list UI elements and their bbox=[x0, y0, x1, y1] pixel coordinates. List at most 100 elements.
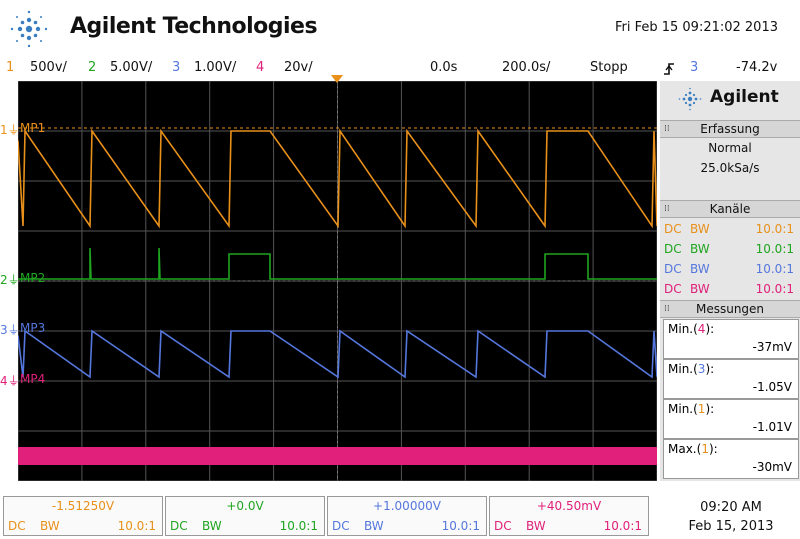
channel-2-probe: 10.0:1 bbox=[755, 242, 794, 256]
clock-time: 09:20 AM bbox=[700, 500, 762, 515]
ch1-label-mp1: MP1 bbox=[20, 121, 46, 135]
measurement-2-label: Min. bbox=[668, 362, 694, 376]
ch3-ground-marker[interactable]: 3⏚ bbox=[0, 323, 20, 337]
agilent-panel-logo-icon bbox=[678, 87, 702, 111]
ch3-coupling: DC bbox=[332, 519, 350, 533]
channel-offset-footer: -1.51250V DC BW 10.0:1 +0.0V DC BW 10.0:… bbox=[0, 490, 800, 539]
ch3-scale[interactable]: 1.00V/ bbox=[194, 60, 237, 75]
ch1-coupling: DC bbox=[8, 519, 26, 533]
ch1-bw: BW bbox=[40, 519, 60, 533]
measurement-3-channel: 1 bbox=[697, 402, 706, 416]
ch3-offset-softkey[interactable]: +1.00000V DC BW 10.0:1 bbox=[327, 496, 487, 536]
measurement-3[interactable]: Min.(1): -1.01V bbox=[663, 399, 799, 439]
channel-4-probe: 10.0:1 bbox=[755, 282, 794, 296]
measurement-2-value: -1.05V bbox=[752, 380, 792, 394]
channel-3-coupling: DC bbox=[664, 262, 682, 276]
ch4-offset: +40.50mV bbox=[536, 499, 602, 513]
trigger-channel[interactable]: 3 bbox=[690, 60, 699, 75]
ch4-probe: 10.0:1 bbox=[603, 519, 642, 533]
measurement-3-value: -1.01V bbox=[752, 420, 792, 434]
channel-1-probe: 10.0:1 bbox=[755, 222, 794, 236]
ch4-scale[interactable]: 20v/ bbox=[284, 60, 313, 75]
ch1-ground-marker[interactable]: 1⏚ bbox=[0, 123, 20, 137]
ch2-probe: 10.0:1 bbox=[279, 519, 318, 533]
ch4-bw: BW bbox=[526, 519, 546, 533]
acquisition-mode: Normal bbox=[708, 141, 752, 155]
ch1-offset-softkey[interactable]: -1.51250V DC BW 10.0:1 bbox=[3, 496, 163, 536]
channel-row-3: DC BW 10.0:1 bbox=[660, 260, 800, 280]
ch2-offset: +0.0V bbox=[226, 499, 264, 513]
channel-3-probe: 10.0:1 bbox=[755, 262, 794, 276]
ch1-trace bbox=[17, 128, 658, 229]
ch2-scale[interactable]: 5.00V/ bbox=[110, 60, 153, 75]
ch3-offset: +1.00000V bbox=[373, 499, 441, 513]
sample-rate: 25.0kSa/s bbox=[700, 161, 760, 175]
timebase-scale[interactable]: 200.0s/ bbox=[502, 60, 551, 75]
ch1-probe: 10.0:1 bbox=[117, 519, 156, 533]
ch2-coupling: DC bbox=[170, 519, 188, 533]
channel-1-bw: BW bbox=[690, 222, 710, 236]
side-panel: Agilent ⁞⁞ Erfassung Normal 25.0kSa/s ⁞⁞ K… bbox=[660, 81, 800, 481]
ch4-trace bbox=[18, 447, 657, 465]
ch2-number[interactable]: 2 bbox=[88, 60, 97, 75]
waveform-canvas bbox=[17, 80, 658, 482]
ch1-scale[interactable]: 500v/ bbox=[30, 60, 67, 75]
ch4-ground-marker[interactable]: 4⏚ bbox=[0, 374, 20, 388]
waveform-display[interactable]: 1⏚ MP1 2⏚ MP2 3⏚ MP3 4⏚ MP4 bbox=[0, 75, 658, 482]
brand-name: Agilent Technologies bbox=[70, 14, 318, 39]
measurement-4-channel: 1 bbox=[701, 442, 709, 456]
grip-icon: ⁞⁞ bbox=[664, 304, 670, 314]
ch3-label-mp3: MP3 bbox=[20, 321, 46, 335]
measurement-1[interactable]: Min.(4): -37mV bbox=[663, 319, 799, 359]
channel-1-coupling: DC bbox=[664, 222, 682, 236]
horizontal-delay[interactable]: 0.0s bbox=[430, 60, 458, 75]
ch3-number[interactable]: 3 bbox=[172, 60, 181, 75]
trigger-position-marker bbox=[331, 75, 343, 83]
channel-4-coupling: DC bbox=[664, 282, 682, 296]
measurement-4-label: Max. bbox=[668, 442, 697, 456]
ch3-trace bbox=[17, 329, 658, 379]
ch3-bw: BW bbox=[364, 519, 384, 533]
ch1-offset: -1.51250V bbox=[51, 499, 115, 513]
grip-icon: ⁞⁞ bbox=[664, 124, 670, 134]
ch2-offset-softkey[interactable]: +0.0V DC BW 10.0:1 bbox=[165, 496, 325, 536]
measurement-1-channel: 4 bbox=[697, 322, 706, 336]
graticule-grid bbox=[17, 80, 658, 482]
channel-row-2: DC BW 10.0:1 bbox=[660, 240, 800, 260]
channel-2-coupling: DC bbox=[664, 242, 682, 256]
measurement-2[interactable]: Min.(3): -1.05V bbox=[663, 359, 799, 399]
channel-row-1: DC BW 10.0:1 bbox=[660, 220, 800, 240]
header-bar: Agilent Technologies Fri Feb 15 09:21:02… bbox=[0, 0, 800, 58]
grip-icon: ⁞⁞ bbox=[664, 204, 670, 214]
ch4-offset-softkey[interactable]: +40.50mV DC BW 10.0:1 bbox=[489, 496, 649, 536]
channel-2-bw: BW bbox=[690, 242, 710, 256]
ch2-trace bbox=[18, 247, 657, 280]
channels-section-title[interactable]: ⁞⁞ Kanäle bbox=[660, 200, 800, 218]
measurement-2-channel: 3 bbox=[697, 362, 706, 376]
channel-3-bw: BW bbox=[690, 262, 710, 276]
ch2-ground-marker[interactable]: 2⏚ bbox=[0, 273, 20, 287]
agilent-spark-icon bbox=[10, 10, 48, 48]
ch2-bw: BW bbox=[202, 519, 222, 533]
channel-4-bw: BW bbox=[690, 282, 710, 296]
measurement-1-label: Min. bbox=[668, 322, 694, 336]
channel-row-4: DC BW 10.0:1 bbox=[660, 280, 800, 300]
measurement-4-value: -30mV bbox=[752, 460, 793, 474]
trigger-edge-icon bbox=[664, 63, 674, 75]
ch4-coupling: DC bbox=[494, 519, 512, 533]
acquisition-section-title[interactable]: ⁞⁞ Erfassung bbox=[660, 120, 800, 138]
clock-date: Feb 15, 2013 bbox=[688, 519, 774, 534]
system-clock: 09:20 AM Feb 15, 2013 bbox=[662, 498, 800, 536]
measurement-3-label: Min. bbox=[668, 402, 694, 416]
ch3-probe: 10.0:1 bbox=[441, 519, 480, 533]
ch4-number[interactable]: 4 bbox=[256, 60, 265, 75]
measurement-4[interactable]: Max.(1): -30mV bbox=[663, 439, 799, 479]
ch2-label-mp2: MP2 bbox=[20, 271, 46, 285]
run-state[interactable]: Stopp bbox=[590, 60, 628, 75]
measurement-1-value: -37mV bbox=[752, 340, 793, 354]
header-datetime: Fri Feb 15 09:21:02 2013 bbox=[614, 20, 778, 35]
ch4-label-mp4: MP4 bbox=[20, 372, 46, 386]
measurements-section-title[interactable]: ⁞⁞ Messungen bbox=[660, 300, 800, 318]
trigger-level[interactable]: -74.2v bbox=[736, 60, 778, 75]
ch1-number[interactable]: 1 bbox=[6, 60, 15, 75]
